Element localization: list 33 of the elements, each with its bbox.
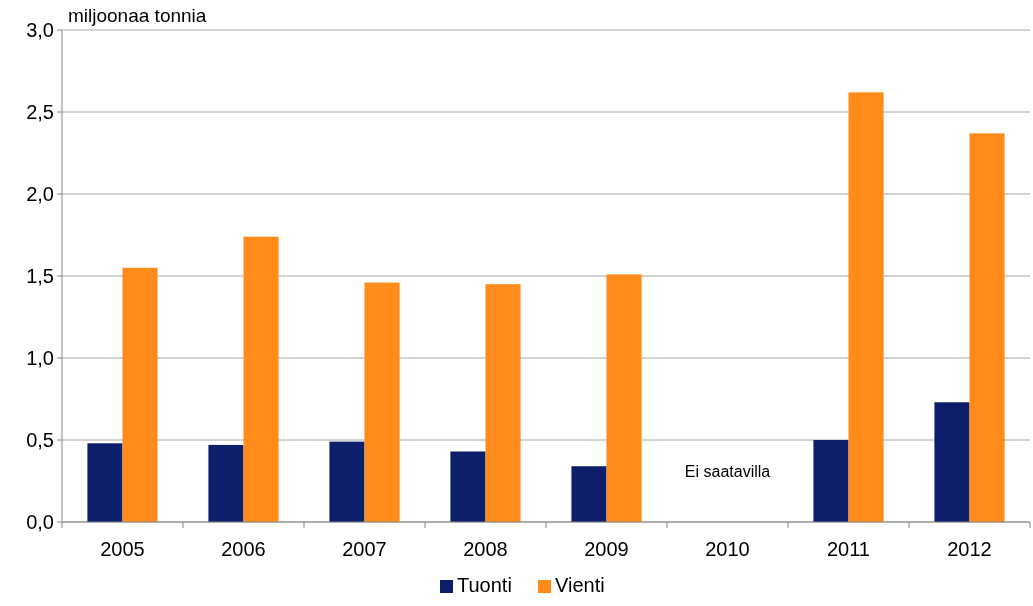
bar (450, 451, 486, 522)
y-tick-label: 2,0 (26, 183, 54, 205)
bar (813, 440, 849, 522)
y-axis-title: miljoonaa tonnia (68, 5, 207, 26)
legend-label: Vienti (555, 574, 605, 596)
bar (243, 236, 279, 522)
bar (122, 267, 158, 522)
x-tick-label: 2011 (826, 538, 871, 560)
bar (364, 282, 400, 522)
y-tick-label: 3,0 (26, 19, 54, 41)
bar (485, 284, 521, 522)
y-tick-label: 0,0 (26, 511, 54, 533)
y-tick-label: 1,0 (26, 347, 54, 369)
x-tick-label: 2008 (463, 538, 508, 560)
x-tick-label: 2010 (705, 538, 750, 560)
bar (606, 274, 642, 522)
y-tick-label: 1,5 (26, 265, 54, 287)
x-tick-label: 2005 (100, 538, 145, 560)
bar (571, 466, 607, 522)
bar (87, 443, 123, 522)
x-tick-label: 2006 (221, 538, 266, 560)
x-tick-label: 2007 (342, 538, 387, 560)
bar (848, 92, 884, 522)
x-tick-label: 2009 (584, 538, 629, 560)
legend-label: Tuonti (457, 574, 512, 596)
x-tick-label: 2012 (947, 538, 992, 560)
y-tick-label: 2,5 (26, 101, 54, 123)
bar (208, 444, 244, 522)
y-tick-label: 0,5 (26, 429, 54, 451)
bar (934, 402, 970, 522)
bar (329, 441, 365, 522)
annotation: Ei saatavilla (684, 463, 771, 480)
bar (969, 133, 1005, 522)
